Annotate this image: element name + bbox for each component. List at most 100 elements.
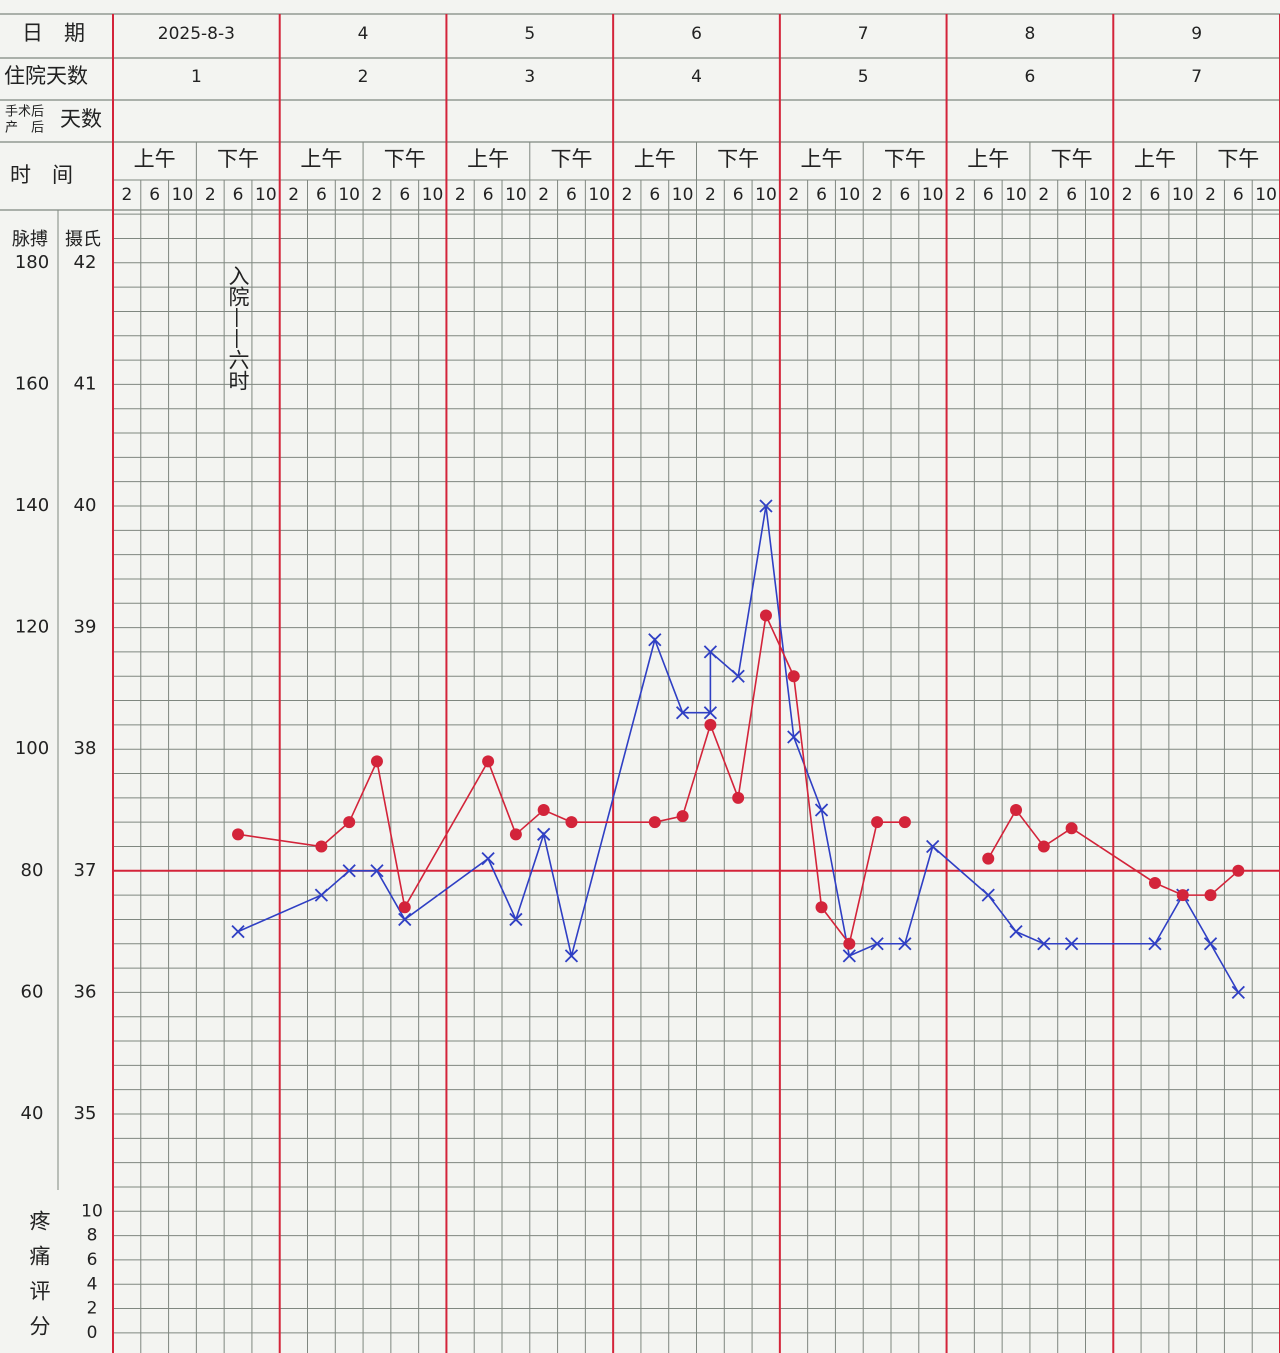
pm-label: 下午 xyxy=(384,147,426,171)
temp-tick-label: 38 xyxy=(74,738,97,759)
pulse-tick-label: 120 xyxy=(15,617,49,638)
temp-point xyxy=(481,852,495,866)
stay-day: 7 xyxy=(1191,67,1202,87)
hour-label: 10 xyxy=(588,185,610,205)
temp-point xyxy=(509,912,523,927)
hour-label: 6 xyxy=(399,185,410,205)
hour-label: 6 xyxy=(983,185,994,205)
pulse-point xyxy=(871,816,884,829)
temp-point xyxy=(842,949,856,963)
hour-label: 10 xyxy=(1172,185,1194,205)
am-label: 上午 xyxy=(134,147,176,171)
hour-label: 10 xyxy=(505,185,527,205)
pulse-point xyxy=(370,755,383,768)
pulse-point xyxy=(843,937,856,950)
postop-label-days: 天数 xyxy=(60,107,102,131)
temp-point xyxy=(870,937,884,951)
pulse-point xyxy=(565,816,578,829)
temp-point xyxy=(703,645,718,659)
pulse-tick-label: 160 xyxy=(15,373,49,394)
date: 7 xyxy=(858,24,869,44)
pulse-point xyxy=(1232,864,1245,877)
pulse-point xyxy=(704,718,717,731)
pulse-point xyxy=(982,852,995,865)
cross-stroke xyxy=(1064,937,1079,951)
hour-label: 10 xyxy=(338,185,360,205)
date: 8 xyxy=(1025,24,1036,44)
pulse-point xyxy=(815,901,828,914)
cross-stroke xyxy=(564,949,579,963)
hour-label: 2 xyxy=(455,185,466,205)
cross-stroke xyxy=(1231,985,1245,1000)
cross-stroke xyxy=(1037,937,1051,951)
hour-label: 6 xyxy=(1066,185,1077,205)
hour-label: 2 xyxy=(955,185,966,205)
annotation: 入院——六时 xyxy=(226,265,250,391)
cross-stroke xyxy=(981,888,995,902)
hour-label: 2 xyxy=(121,185,132,205)
temp-point xyxy=(537,827,551,841)
cross-stroke xyxy=(1009,924,1023,939)
temp-point xyxy=(314,888,329,902)
temp-point xyxy=(1148,937,1162,951)
hour-label: 10 xyxy=(172,185,194,205)
hour-label: 10 xyxy=(1255,185,1277,205)
cross-stroke xyxy=(231,924,245,939)
hour-label: 6 xyxy=(649,185,660,205)
cross-stroke xyxy=(870,937,884,951)
hour-label: 10 xyxy=(672,185,694,205)
pulse-point xyxy=(759,609,772,622)
pain-tick-label: 2 xyxy=(87,1299,98,1319)
hour-label: 6 xyxy=(899,185,910,205)
cross-stroke xyxy=(759,499,773,513)
date: 2025-8-3 xyxy=(158,24,235,44)
temp-point xyxy=(1231,985,1245,1000)
temp-point xyxy=(703,706,718,720)
pulse-point xyxy=(898,816,911,829)
date-label: 日 期 xyxy=(22,21,85,45)
cross-stroke xyxy=(926,839,940,854)
temp-tick-label: 40 xyxy=(74,495,97,516)
pulse-point xyxy=(1037,840,1050,853)
temp-point xyxy=(1009,924,1023,939)
cross-stroke xyxy=(675,706,690,720)
stay-day: 3 xyxy=(524,67,535,87)
temp-axis-label: 摄氏 xyxy=(65,229,101,250)
stay-day: 4 xyxy=(691,67,702,87)
hour-label: 6 xyxy=(816,185,827,205)
pulse-tick-label: 40 xyxy=(21,1103,44,1124)
cross-stroke xyxy=(398,912,412,927)
pm-label: 下午 xyxy=(884,147,926,171)
pulse-point xyxy=(787,670,800,683)
temp-point xyxy=(981,888,995,902)
temp-point xyxy=(342,864,356,878)
hour-label: 10 xyxy=(839,185,861,205)
hour-label: 2 xyxy=(205,185,216,205)
pain-tick-label: 8 xyxy=(87,1226,98,1246)
cross-stroke xyxy=(1148,937,1162,951)
hour-label: 6 xyxy=(733,185,744,205)
temp-tick-label: 41 xyxy=(74,373,97,394)
stay-day: 6 xyxy=(1025,67,1036,87)
hour-label: 2 xyxy=(1122,185,1133,205)
pulse-point xyxy=(315,840,328,853)
cross-stroke xyxy=(731,669,745,683)
pulse-point xyxy=(1010,804,1023,816)
cross-stroke xyxy=(842,949,856,963)
pulse-tick-label: 140 xyxy=(15,495,49,516)
cross-stroke xyxy=(1203,937,1218,951)
pulse-point xyxy=(1065,822,1078,835)
stay-day: 1 xyxy=(191,67,202,87)
hour-label: 2 xyxy=(622,185,633,205)
temp-point xyxy=(398,912,412,927)
hour-label: 6 xyxy=(233,185,244,205)
am-label: 上午 xyxy=(467,147,509,171)
hour-label: 10 xyxy=(755,185,777,205)
cross-stroke xyxy=(648,633,662,647)
date: 5 xyxy=(524,24,535,44)
temp-point xyxy=(898,937,912,951)
am-label: 上午 xyxy=(634,147,676,171)
pulse-tick-label: 100 xyxy=(15,738,49,759)
pain-tick-label: 10 xyxy=(81,1201,103,1221)
pulse-point xyxy=(537,804,550,816)
